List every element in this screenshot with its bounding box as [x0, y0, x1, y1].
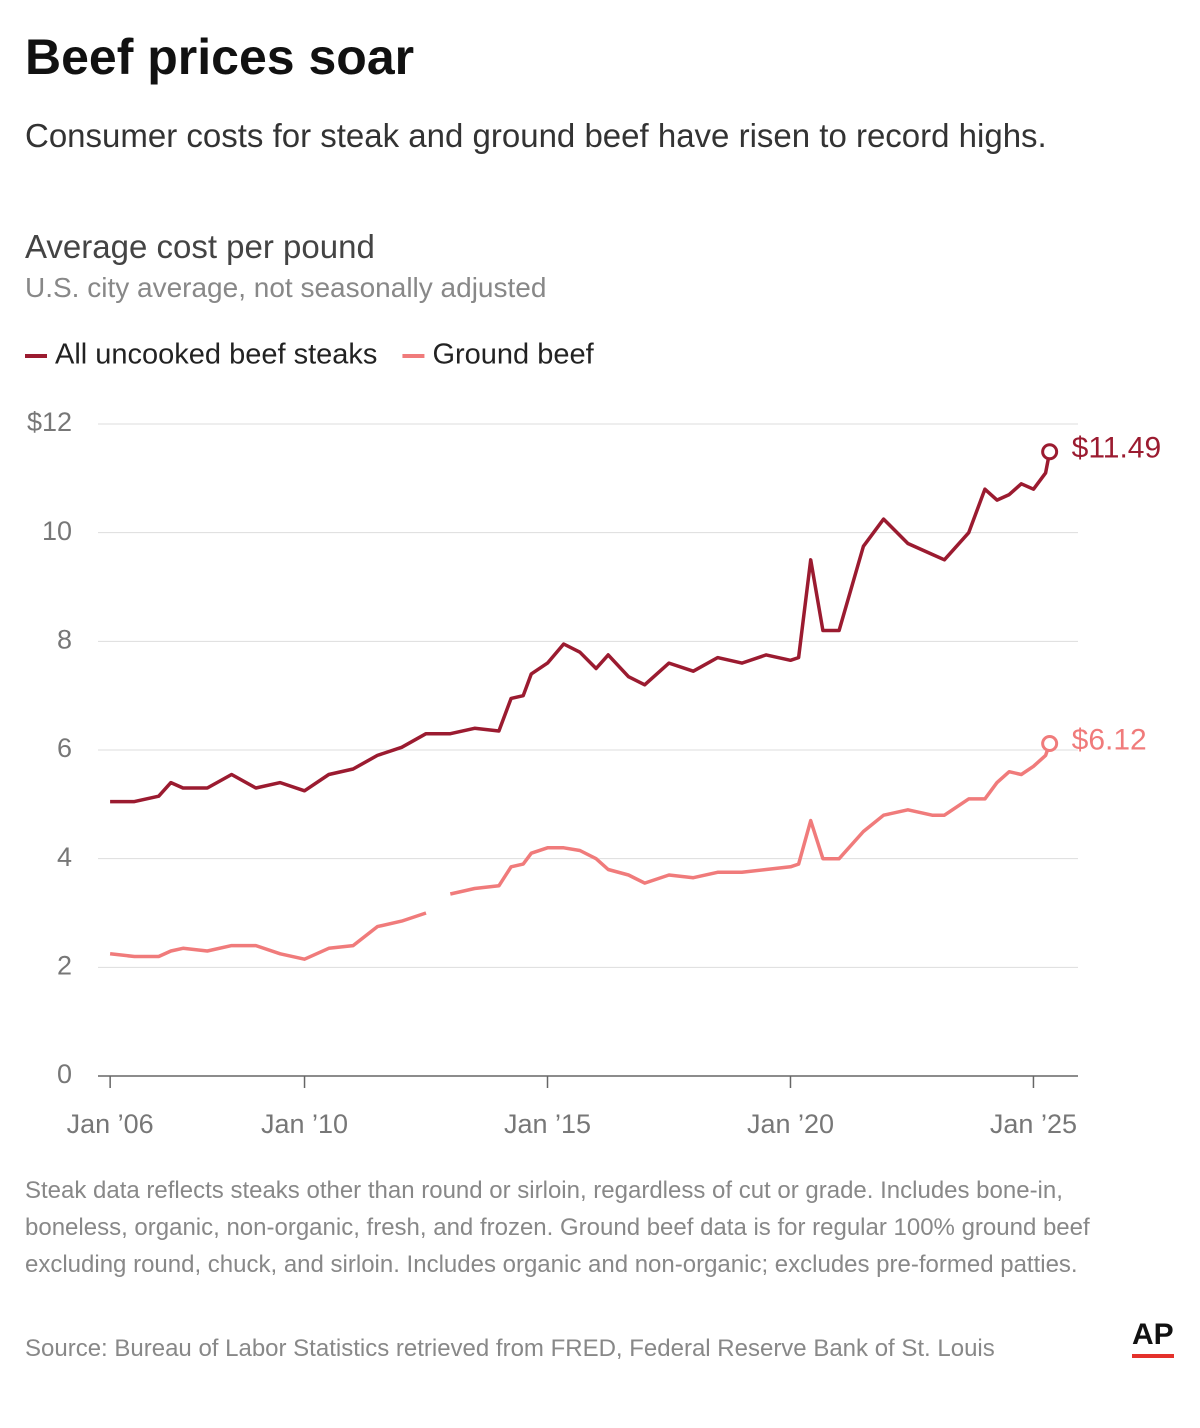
- y-tick-label: 10: [42, 516, 72, 546]
- legend-label: Ground beef: [432, 339, 594, 371]
- subtitle: Consumer costs for steak and ground beef…: [25, 117, 1047, 154]
- legend-label: All uncooked beef steaks: [55, 339, 377, 371]
- end-marker: [1041, 443, 1059, 461]
- y-tick-label: $12: [27, 407, 72, 437]
- source: Source: Bureau of Labor Statistics retri…: [25, 1335, 995, 1362]
- chart: 0 2 4 6 8 10 $12 Jan ’06 Jan ’10 Jan ’15 Jan ’20 Ja…: [25, 339, 1162, 1139]
- y-tick-label: 6: [57, 733, 72, 763]
- title: Beef prices soar: [25, 29, 415, 85]
- logo: AP: [1132, 1318, 1174, 1358]
- y-tick-label: 0: [57, 1059, 72, 1089]
- chart-subtitle: U.S. city average, not seasonally adjust…: [25, 272, 547, 303]
- end-marker: [1041, 734, 1059, 752]
- y-tick-label: 2: [57, 950, 72, 980]
- series-line: [109, 742, 1052, 961]
- note: Steak data reflects steaks other than ro…: [25, 1177, 1090, 1278]
- x-tick-label: Jan ’10: [261, 1109, 348, 1139]
- y-tick-label: 4: [57, 842, 72, 872]
- end-label: $6.12: [1072, 723, 1147, 756]
- end-label: $11.49: [1072, 432, 1162, 465]
- x-tick-label: Jan ’25: [990, 1109, 1077, 1139]
- y-tick-label: 8: [57, 624, 72, 654]
- x-tick-label: Jan ’15: [504, 1109, 591, 1139]
- x-tick-label: Jan ’06: [67, 1109, 154, 1139]
- x-tick-label: Jan ’20: [747, 1109, 834, 1139]
- chart-title: Average cost per pound: [25, 228, 375, 265]
- series-line: [110, 451, 1052, 804]
